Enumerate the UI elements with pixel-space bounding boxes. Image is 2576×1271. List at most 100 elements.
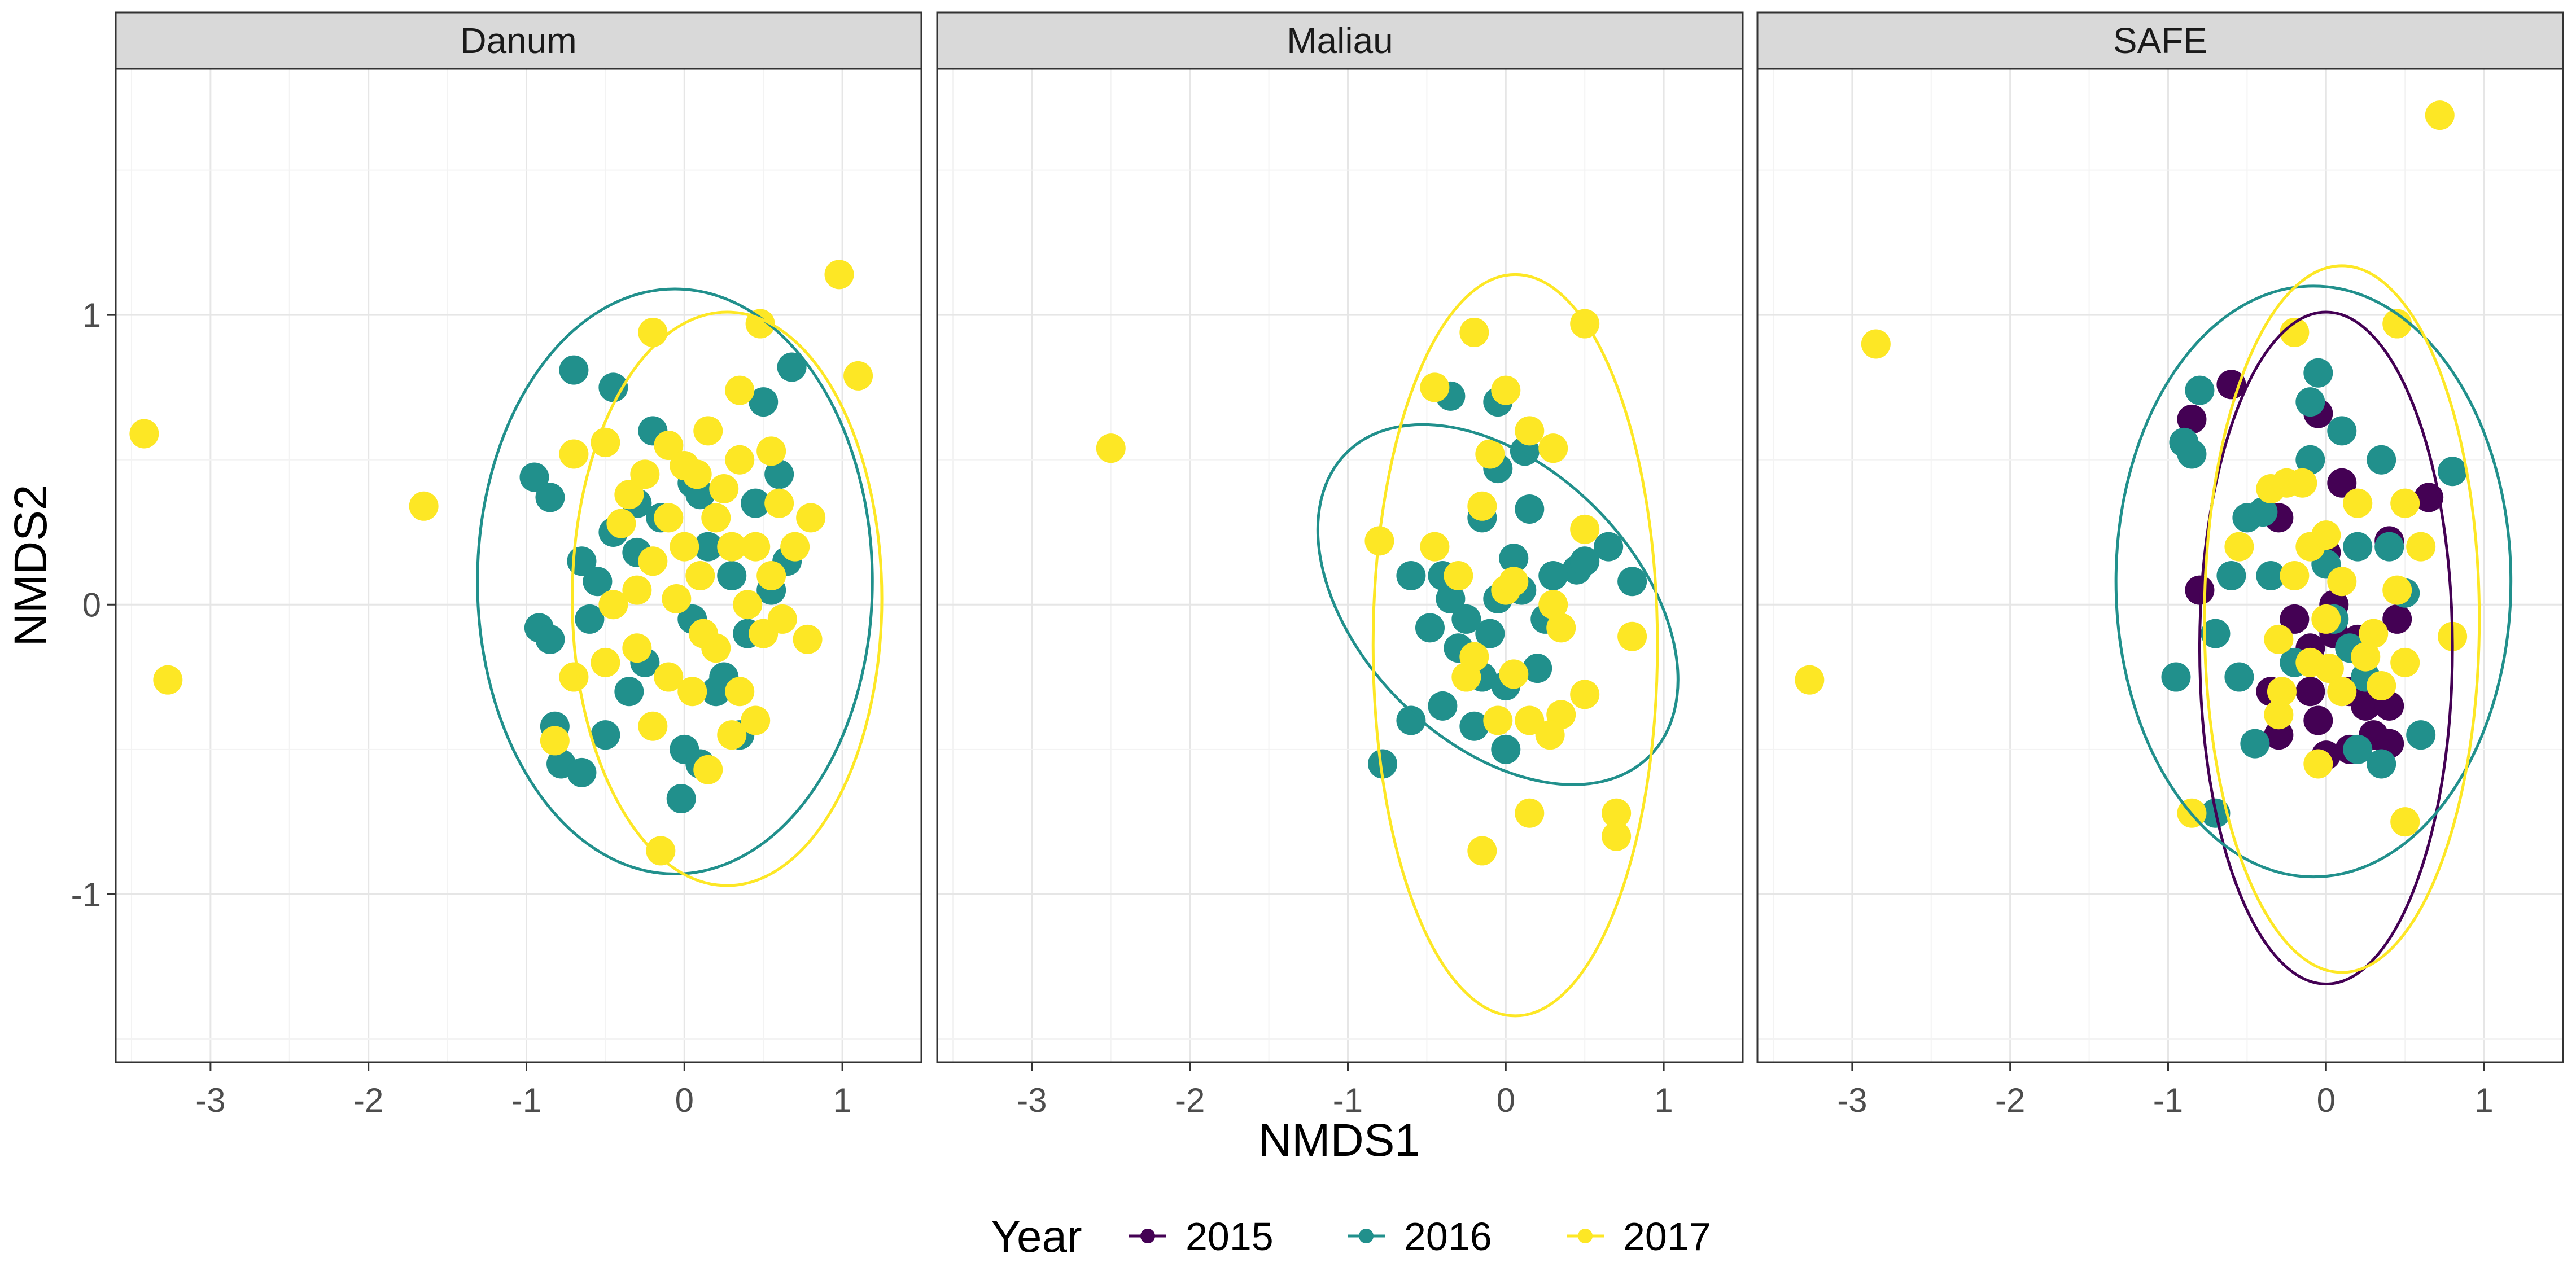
point-2017: [622, 575, 652, 605]
point-2017: [2264, 700, 2294, 730]
point-2017: [1475, 439, 1505, 469]
point-2016: [519, 462, 549, 492]
point-2017: [1499, 567, 1529, 597]
x-tick-label: -1: [1333, 1081, 1363, 1119]
point-2017: [1096, 433, 1126, 463]
point-2017: [2425, 100, 2455, 130]
point-2017: [2267, 677, 2297, 707]
point-2016: [1415, 613, 1445, 643]
point-2017: [2406, 532, 2436, 562]
y-tick-label: 0: [82, 586, 101, 624]
point-2016: [2240, 729, 2270, 759]
panel-danum: Danum: [115, 11, 922, 1063]
point-2016: [2256, 560, 2286, 590]
point-2017: [709, 474, 739, 504]
point-2017: [153, 665, 183, 695]
point-2017: [622, 633, 652, 663]
point-2017: [685, 560, 715, 590]
point-2017: [1459, 642, 1489, 672]
point-2017: [1499, 659, 1529, 689]
gridlines: [937, 69, 1743, 1062]
point-2017: [598, 590, 628, 620]
ellipse-2015: [2198, 310, 2454, 985]
x-tick-label: 0: [675, 1081, 694, 1119]
point-2017: [793, 624, 823, 654]
point-2017: [682, 459, 712, 489]
x-tick-label: -1: [511, 1081, 541, 1119]
legend-item-2015: 2015: [1129, 1215, 1274, 1259]
point-2017: [1861, 329, 1891, 359]
point-2017: [2280, 560, 2310, 590]
panel-safe: SAFE: [1756, 11, 2564, 1063]
point-2017: [630, 459, 660, 489]
point-2016: [749, 387, 779, 417]
point-2016: [575, 604, 605, 634]
point-2016: [1459, 711, 1489, 741]
point-2017: [2224, 532, 2254, 562]
point-2016: [717, 560, 747, 590]
panel-border: [936, 68, 1744, 1063]
ellipse-2016: [476, 287, 874, 875]
point-2016: [2367, 445, 2396, 475]
point-2016: [2343, 734, 2373, 764]
point-2015: [2216, 370, 2246, 400]
point-2017: [2382, 575, 2412, 605]
point-2015: [2295, 677, 2325, 707]
facet-strip: [1756, 11, 2564, 70]
point-2016: [559, 355, 589, 385]
point-2017: [2327, 677, 2357, 707]
point-2015: [2351, 691, 2381, 721]
point-2016: [2343, 532, 2373, 562]
point-2016: [583, 567, 613, 597]
point-2017: [1795, 665, 1825, 695]
y-axis-title: NMDS2: [5, 484, 56, 646]
point-2017: [1538, 433, 1568, 463]
point-2017: [2367, 670, 2396, 700]
legend-key-point: [1140, 1229, 1155, 1243]
point-2015: [2327, 468, 2357, 498]
point-2017: [677, 677, 707, 707]
point-2017: [1538, 590, 1568, 620]
point-2017: [725, 375, 755, 405]
point-2017: [741, 532, 771, 562]
point-2016: [2216, 560, 2246, 590]
ellipse-2016: [2114, 284, 2513, 879]
ellipse-2017: [2203, 264, 2481, 974]
point-2017: [129, 419, 159, 449]
ellipse-2016: [1316, 423, 1680, 786]
point-2017: [824, 260, 854, 290]
point-2017: [2314, 654, 2344, 683]
point-2016: [1523, 654, 1552, 683]
point-2016: [1538, 560, 1568, 590]
point-2017: [614, 480, 644, 510]
point-2015: [2303, 705, 2333, 735]
point-2015: [2414, 483, 2444, 512]
point-2015: [2177, 404, 2207, 434]
point-2016: [2367, 749, 2396, 779]
x-tick-label: 1: [2474, 1081, 2493, 1119]
point-2017: [2351, 642, 2381, 672]
point-2017: [688, 619, 718, 648]
point-2016: [1451, 604, 1481, 634]
axes: -3 -2 -1 0 1 -1 0 1 -3 -2 -1 0 1 -3 -2 -1 0 1 NMDS1 NMDS2: [5, 296, 2494, 1166]
point-2017: [764, 488, 794, 518]
plot-background: [1757, 69, 2563, 1062]
x-tick-label: -2: [353, 1081, 383, 1119]
point-2016: [2201, 619, 2231, 648]
facet-panels: Danum Maliau SAFE: [115, 11, 2564, 1063]
point-2017: [2359, 619, 2389, 648]
point-2017: [670, 532, 699, 562]
point-2017: [693, 755, 723, 784]
point-2017: [559, 439, 589, 469]
point-2017: [646, 836, 676, 866]
point-2017: [2280, 317, 2310, 347]
data-layer: [1096, 273, 1680, 1018]
point-2015: [2280, 604, 2310, 634]
point-2016: [1594, 532, 1624, 562]
point-2016: [591, 720, 620, 750]
point-2016: [535, 624, 565, 654]
point-2016: [1617, 567, 1647, 597]
point-2017: [780, 532, 810, 562]
plot-background: [937, 69, 1743, 1062]
